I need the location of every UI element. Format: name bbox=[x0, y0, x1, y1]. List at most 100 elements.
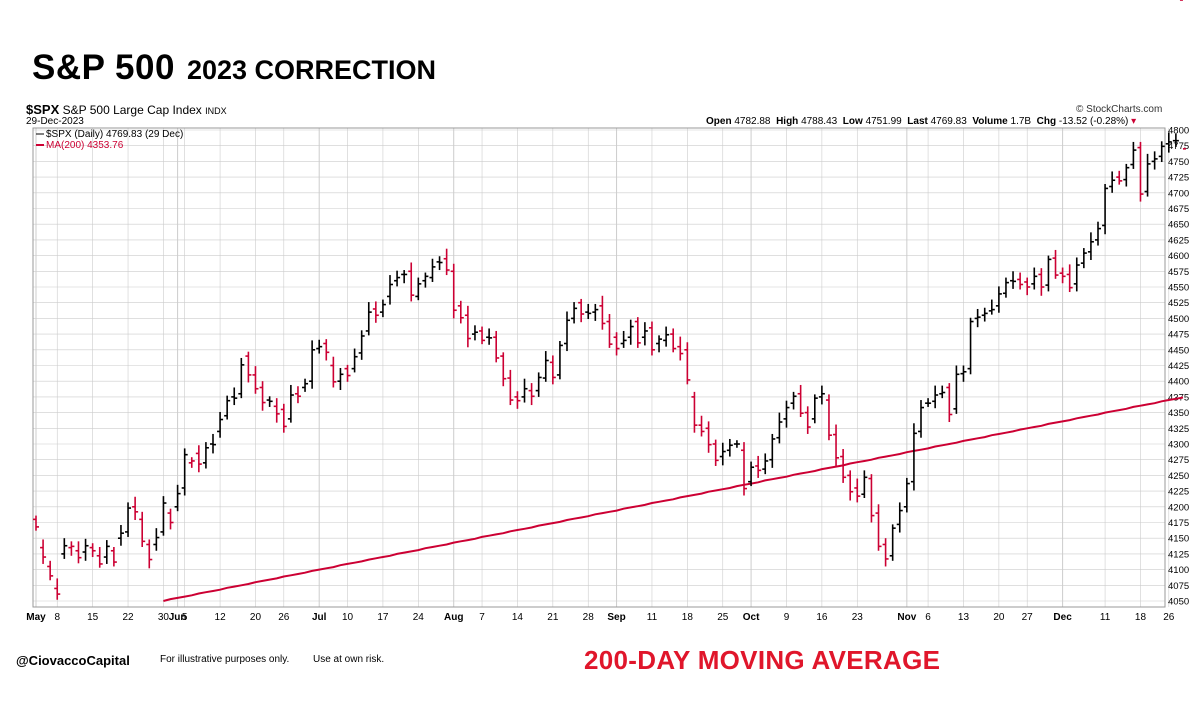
y-tick-label: 4500 bbox=[1168, 314, 1189, 325]
ohlc-bar bbox=[1137, 141, 1144, 202]
ohlc-bar bbox=[776, 412, 783, 444]
y-tick-label: 4400 bbox=[1168, 377, 1189, 388]
ohlc-bar bbox=[202, 442, 209, 469]
ohlc-bar bbox=[1144, 153, 1151, 197]
chg-value: -13.52 (-0.28%) bbox=[1058, 116, 1129, 127]
low-value: 4751.99 bbox=[865, 116, 902, 127]
ohlc-bar bbox=[493, 330, 500, 363]
ohlc-bar bbox=[457, 300, 464, 324]
ohlc-bar bbox=[61, 538, 68, 559]
x-tick-label: 15 bbox=[87, 612, 99, 623]
footer-note: For illustrative purposes only. bbox=[160, 654, 290, 665]
ohlc-bar bbox=[117, 525, 124, 546]
ohlc-bar bbox=[1017, 272, 1024, 290]
ohlc-bar bbox=[422, 272, 429, 288]
ohlc-bar bbox=[1073, 257, 1080, 292]
ohlc-bar bbox=[528, 383, 535, 406]
y-tick-label: 4050 bbox=[1168, 597, 1189, 608]
x-tick-label: 26 bbox=[278, 612, 290, 623]
y-tick-label: 4250 bbox=[1168, 471, 1189, 482]
x-tick-label: Nov bbox=[897, 612, 916, 623]
y-tick-label: 4225 bbox=[1168, 487, 1189, 498]
ohlc-bar bbox=[82, 538, 89, 561]
x-tick-label: 27 bbox=[1022, 612, 1034, 623]
headline: S&P 500 2023 CORRECTION bbox=[32, 50, 436, 85]
ohlc-bar bbox=[287, 384, 294, 423]
ohlc-bar bbox=[471, 325, 478, 341]
volume-value: 1.7B bbox=[1010, 116, 1032, 127]
x-tick-label: 5 bbox=[182, 612, 188, 623]
y-axis: 4050 4075 4100 4125 4150 4175 4200 4225 4250 4275… bbox=[1168, 126, 1189, 608]
ohlc-bar bbox=[967, 317, 974, 375]
ohlc-bar bbox=[641, 322, 648, 346]
ohlc-bar bbox=[564, 311, 570, 352]
y-tick-label: 4425 bbox=[1168, 361, 1189, 372]
ohlc-bar bbox=[854, 478, 861, 503]
ohlc-bar bbox=[1038, 268, 1045, 296]
ohlc-bar bbox=[89, 543, 96, 558]
ohlc-bar bbox=[96, 546, 103, 568]
x-tick-label: Sep bbox=[607, 612, 625, 623]
headline-sub: 2023 CORRECTION bbox=[186, 55, 437, 85]
y-tick-label: 4200 bbox=[1168, 502, 1189, 513]
plot-frame bbox=[32, 127, 1166, 608]
ohlc-bar bbox=[139, 511, 146, 547]
y-tick-label: 4675 bbox=[1168, 204, 1189, 215]
ohlc-bar bbox=[54, 578, 61, 600]
grid-lines bbox=[33, 128, 1170, 607]
y-tick-label: 4550 bbox=[1168, 283, 1189, 294]
open-value: 4782.88 bbox=[734, 116, 771, 127]
ohlc-bar bbox=[1010, 271, 1017, 289]
ohlc-bar bbox=[691, 391, 698, 433]
x-tick-label: 11 bbox=[1100, 612, 1111, 623]
ohlc-bar bbox=[110, 546, 117, 567]
ohlc-bar bbox=[712, 439, 719, 466]
ohlc-bar bbox=[599, 295, 606, 330]
chg-down-icon: ▾ bbox=[1131, 116, 1137, 127]
x-tick-label: 8 bbox=[54, 612, 60, 623]
ohlc-bar bbox=[351, 348, 358, 373]
y-tick-label: 4525 bbox=[1168, 298, 1189, 309]
x-tick-label: 25 bbox=[717, 612, 729, 623]
ohlc-bar bbox=[741, 442, 747, 496]
y-tick-label: 4150 bbox=[1168, 534, 1189, 545]
x-tick-label: 30 bbox=[158, 612, 170, 623]
x-tick-label: Jun bbox=[169, 612, 187, 623]
ohlc-bar bbox=[224, 395, 231, 420]
ohlc-bar bbox=[960, 365, 967, 382]
x-tick-label: May bbox=[26, 612, 46, 623]
symbol: $SPX bbox=[26, 102, 60, 117]
ohlc-bar bbox=[464, 305, 471, 348]
x-tick-label: 22 bbox=[122, 612, 134, 623]
last-value: 4769.83 bbox=[930, 116, 967, 127]
legend-price: $SPX (Daily) 4769.83 (29 Dec) bbox=[46, 129, 183, 140]
ohlc-bar bbox=[1024, 277, 1031, 296]
ohlc-bar bbox=[40, 539, 47, 564]
ohlc-bar bbox=[847, 470, 854, 501]
ohlc-bar bbox=[825, 394, 832, 441]
ohlc-bar bbox=[613, 332, 620, 356]
ohlc-bar bbox=[259, 381, 266, 411]
ohlc-bar bbox=[160, 496, 167, 536]
footer-handle: @CiovaccoCapital bbox=[16, 653, 130, 668]
ohlc-bar bbox=[790, 391, 797, 410]
y-tick-label: 4125 bbox=[1168, 549, 1189, 560]
ohlc-bar bbox=[408, 262, 415, 302]
ohlc-bar bbox=[748, 461, 755, 487]
x-tick-label: 23 bbox=[852, 612, 864, 623]
x-tick-label: Aug bbox=[444, 612, 463, 623]
ohlc-bar bbox=[1087, 232, 1094, 260]
ohlc-bar bbox=[797, 384, 804, 417]
ohlc-bar bbox=[769, 433, 776, 468]
y-tick-label: 4575 bbox=[1168, 267, 1189, 278]
ohlc-bar bbox=[514, 391, 521, 409]
ohlc-bar bbox=[394, 270, 401, 287]
ohlc-bar bbox=[365, 302, 372, 336]
ohlc-bar bbox=[330, 356, 337, 388]
x-tick-label: 12 bbox=[215, 612, 227, 623]
ohlc-bar bbox=[925, 398, 932, 407]
ohlc-bar bbox=[273, 398, 280, 423]
ohlc-bar bbox=[896, 502, 903, 533]
ohlc-bar bbox=[316, 339, 323, 354]
